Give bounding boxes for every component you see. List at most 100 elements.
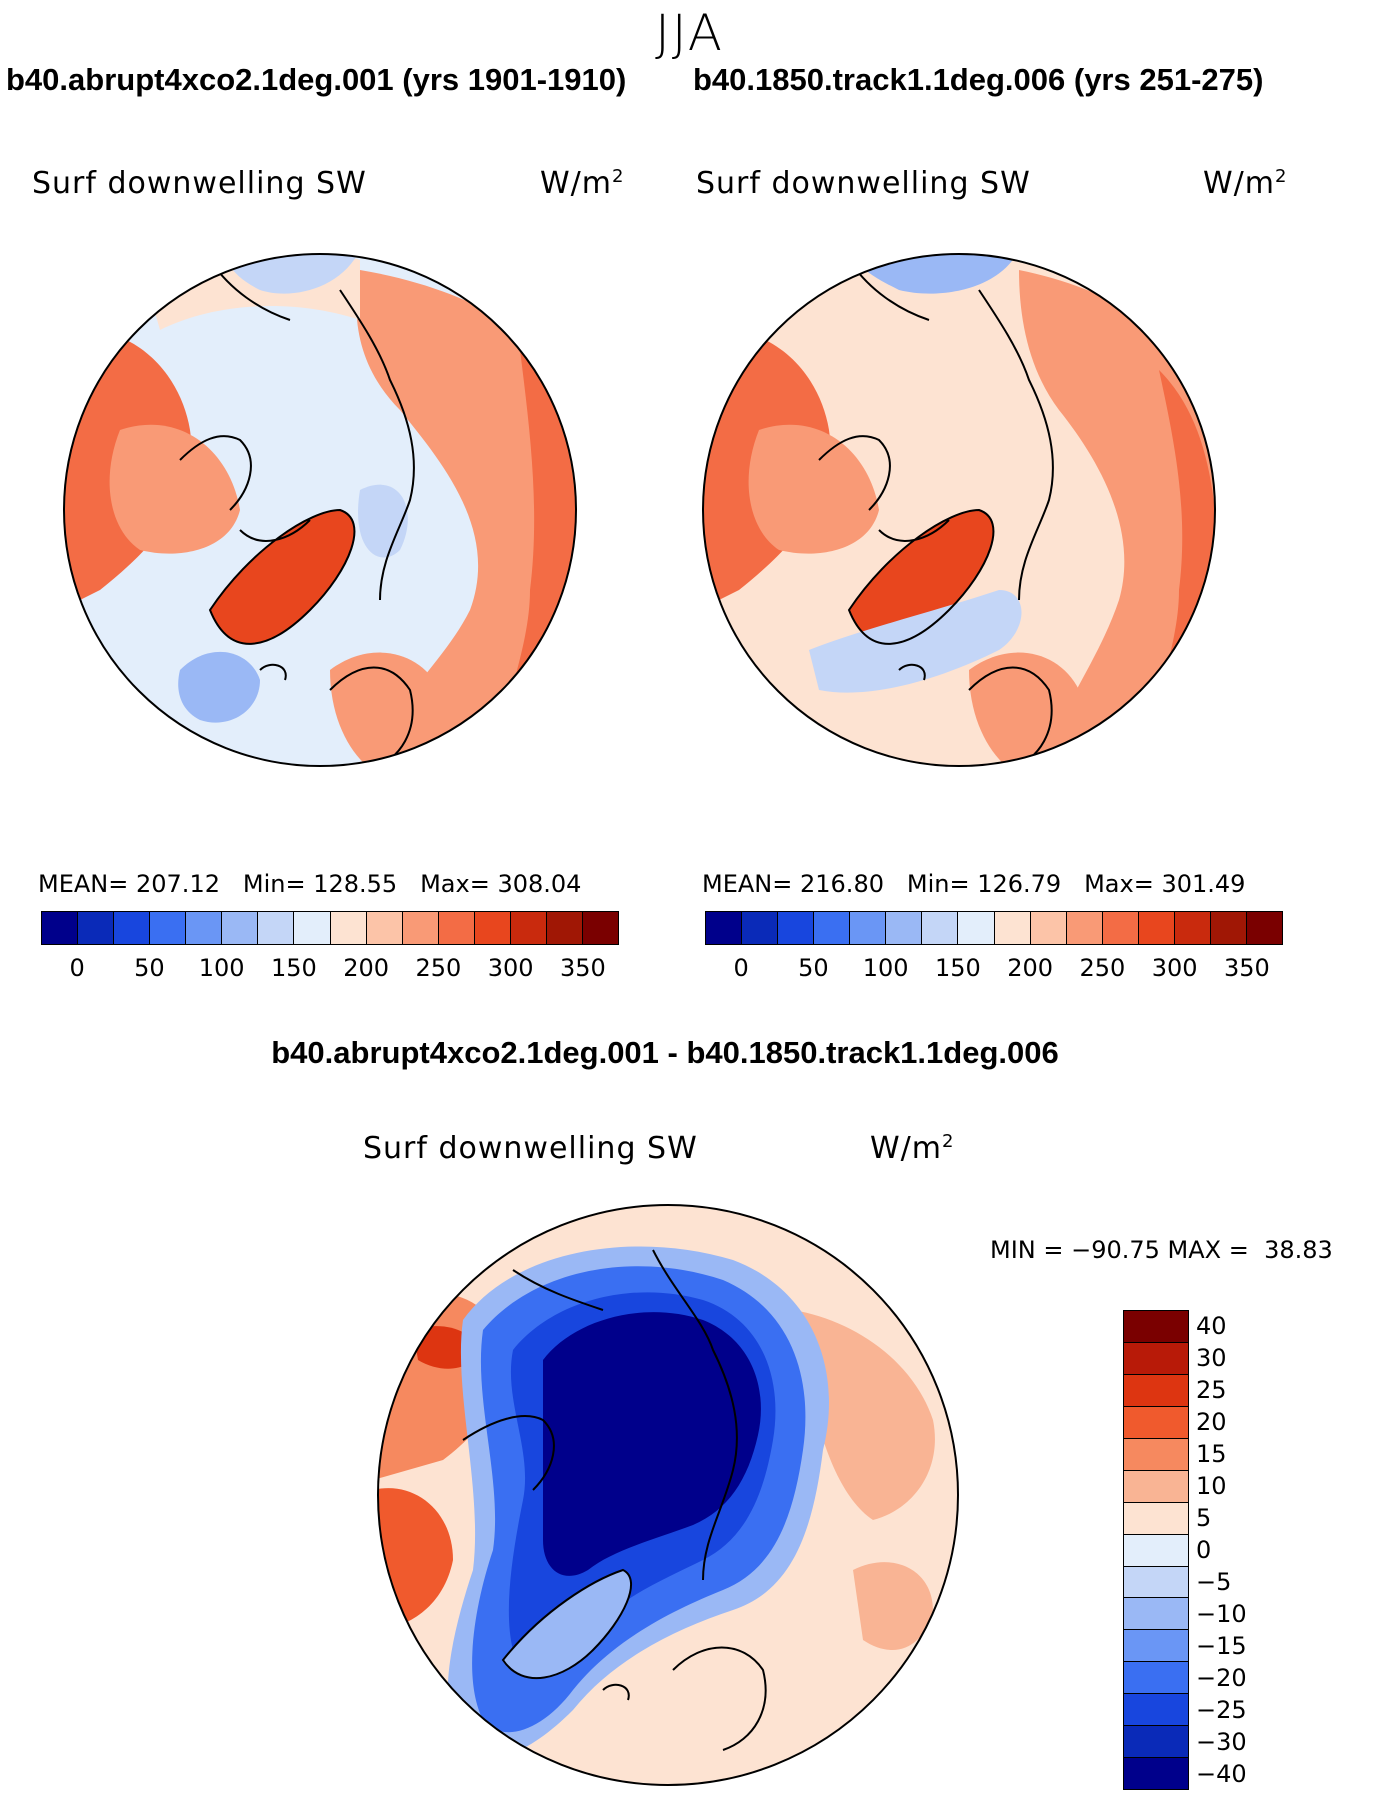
colorbar-tick-label: 100 — [198, 954, 245, 982]
colorbar-segment — [1124, 1758, 1188, 1790]
atlantic-blue-field — [809, 590, 1022, 693]
colorbar-segment — [1124, 1374, 1188, 1407]
colorbar-segment — [78, 912, 115, 944]
colorbar-segment — [330, 912, 367, 944]
diff-units: W/m2 — [870, 1131, 955, 1166]
colorbar-tick-label: −30 — [1196, 1728, 1247, 1756]
colorbar-segment — [886, 912, 923, 944]
siberia-blue-field — [358, 484, 408, 558]
colorbar-segment — [366, 912, 403, 944]
colorbar-tick-label: −5 — [1196, 1568, 1232, 1596]
colorbar-tick-label: 250 — [1079, 954, 1126, 982]
colorbar-segment — [1124, 1534, 1188, 1567]
colorbar-tick-label: 200 — [1007, 954, 1054, 982]
colorbar-segment — [1174, 912, 1211, 944]
colorbar-tick-label: 150 — [934, 954, 981, 982]
colorbar-tick-label: 200 — [343, 954, 390, 982]
diff-colorbar-labels: 40 30 25 20 15 10 5 0 −5 −10 −15 −20 −25 −30 −40 — [1196, 1310, 1276, 1790]
colorbar-tick-label: 15 — [1196, 1440, 1227, 1468]
colorbar-segment — [1124, 1630, 1188, 1663]
colorbar-segment — [850, 912, 887, 944]
colorbar-segment — [994, 912, 1031, 944]
central-arctic-navy — [543, 1312, 761, 1576]
colorbar-tick-label: −25 — [1196, 1696, 1247, 1724]
colorbar-tick-label: 300 — [1151, 954, 1198, 982]
panel-2-units: W/m2 — [1203, 166, 1288, 201]
colorbar-tick-label: 20 — [1196, 1408, 1227, 1436]
colorbar-segment — [1124, 1311, 1188, 1343]
colorbar-segment — [1124, 1438, 1188, 1471]
map-border — [63, 253, 577, 767]
colorbar-tick-label: 250 — [415, 954, 462, 982]
colorbar-segment — [778, 912, 815, 944]
colorbar-tick-label: 0 — [733, 954, 749, 982]
colorbar-segment — [582, 912, 618, 944]
colorbar-segment — [1124, 1662, 1188, 1695]
colorbar-tick-label: −20 — [1196, 1664, 1247, 1692]
diff-title: b40.abrupt4xco2.1deg.001 - b40.1850.trac… — [271, 1035, 1059, 1070]
colorbar-segment — [438, 912, 475, 944]
colorbar-segment — [402, 912, 439, 944]
canada-field — [109, 424, 240, 554]
coastlines — [462, 1249, 767, 1751]
colorbar-segment — [42, 912, 79, 944]
colorbar-tick-label: 100 — [862, 954, 909, 982]
panel-1-map — [63, 253, 577, 767]
atlantic-blue-field — [178, 651, 260, 723]
colorbar-segment — [1124, 1726, 1188, 1759]
greenland-light-field — [503, 1570, 632, 1679]
colorbar-segment — [814, 912, 851, 944]
colorbar-tick-label: 300 — [487, 954, 534, 982]
greenland-field — [849, 510, 994, 644]
colorbar-tick-label: −40 — [1196, 1760, 1247, 1788]
colorbar-segment — [1124, 1694, 1188, 1727]
panel-2-colorbar — [705, 911, 1283, 945]
colorbar-segment — [546, 912, 583, 944]
colorbar-segment — [1124, 1470, 1188, 1503]
colorbar-tick-label: 40 — [1196, 1312, 1227, 1340]
colorbar-segment — [474, 912, 511, 944]
map-border — [377, 1204, 959, 1786]
greenland-field — [210, 510, 355, 644]
colorbar-segment — [1030, 912, 1067, 944]
colorbar-segment — [922, 912, 959, 944]
colorbar-segment — [1138, 912, 1175, 944]
colorbar-segment — [1210, 912, 1247, 944]
coastlines — [818, 259, 1054, 766]
bering-blue-field — [220, 254, 360, 294]
panel-2-variable: Surf downwelling SW — [696, 166, 1031, 201]
colorbar-segment — [1124, 1598, 1188, 1631]
colorbar-segment — [1124, 1406, 1188, 1439]
bering-blue-field — [849, 254, 1019, 294]
colorbar-segment — [114, 912, 151, 944]
colorbar-tick-label: −15 — [1196, 1632, 1247, 1660]
colorbar-segment — [1124, 1502, 1188, 1535]
diff-colorbar — [1123, 1310, 1189, 1790]
colorbar-tick-label: 30 — [1196, 1344, 1227, 1372]
colorbar-tick-label: 5 — [1196, 1504, 1212, 1532]
colorbar-tick-label: 150 — [270, 954, 317, 982]
colorbar-tick-label: 25 — [1196, 1375, 1227, 1404]
colorbar-segment — [294, 912, 331, 944]
colorbar-tick-label: −10 — [1196, 1600, 1247, 1628]
map-border — [702, 253, 1216, 767]
colorbar-segment — [1124, 1342, 1188, 1375]
canada-field — [748, 424, 879, 554]
diff-map — [377, 1204, 959, 1786]
colorbar-segment — [258, 912, 295, 944]
panel-1-variable: Surf downwelling SW — [32, 166, 367, 201]
panel-2-stats: MEAN= 216.80 Min= 126.79 Max= 301.49 — [702, 870, 1246, 898]
colorbar-segment — [510, 912, 547, 944]
colorbar-tick-label: 50 — [798, 954, 829, 982]
panel-1-title: b40.abrupt4xco2.1deg.001 (yrs 1901-1910) — [6, 62, 627, 97]
colorbar-segment — [742, 912, 779, 944]
colorbar-tick-label: 0 — [1196, 1536, 1212, 1564]
panel-1-colorbar — [41, 911, 619, 945]
panel-1-stats: MEAN= 207.12 Min= 128.55 Max= 308.04 — [38, 870, 582, 898]
colorbar-segment — [222, 912, 259, 944]
diff-minmax: MIN = −90.75 MAX = 38.83 — [990, 1236, 1333, 1264]
colorbar-segment — [958, 912, 995, 944]
colorbar-segment — [706, 912, 743, 944]
colorbar-segment — [150, 912, 187, 944]
season-title: JJA — [655, 4, 724, 62]
